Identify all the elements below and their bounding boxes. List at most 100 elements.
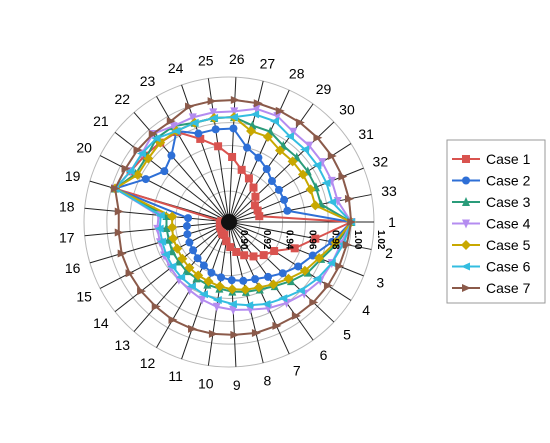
data-point — [151, 302, 161, 311]
spoke-line — [207, 221, 230, 366]
data-point — [174, 256, 183, 266]
data-point — [217, 217, 226, 226]
category-label: 23 — [140, 73, 156, 89]
legend-item: Case 6 — [452, 259, 531, 275]
category-label: 18 — [59, 199, 75, 215]
data-point — [295, 118, 305, 127]
legend-item: Case 3 — [452, 194, 531, 210]
category-label: 22 — [114, 91, 130, 107]
data-point — [148, 129, 158, 138]
data-point — [171, 127, 181, 136]
data-point — [208, 329, 218, 338]
legend-label: Case 5 — [486, 237, 531, 253]
data-point — [203, 276, 214, 287]
data-point — [283, 273, 294, 284]
spoke-line — [181, 221, 230, 360]
series-line — [113, 107, 353, 311]
data-point — [114, 207, 124, 216]
data-point — [229, 305, 238, 315]
data-point — [244, 174, 253, 183]
legend-label: Case 3 — [486, 194, 531, 210]
category-label: 25 — [198, 53, 214, 69]
series-line — [112, 127, 354, 282]
data-point — [166, 117, 176, 126]
data-point — [253, 206, 262, 215]
data-point — [251, 275, 260, 284]
data-point — [250, 110, 260, 119]
tick-label: 0.90 — [238, 230, 249, 250]
data-point — [268, 279, 279, 290]
data-point — [243, 143, 252, 152]
series-6 — [110, 110, 356, 310]
data-point — [312, 161, 322, 170]
data-point — [182, 222, 191, 231]
category-label: 12 — [140, 355, 156, 371]
category-label: 7 — [293, 362, 301, 378]
data-point — [230, 95, 240, 104]
data-point — [274, 185, 283, 194]
data-point — [270, 117, 280, 126]
data-point — [237, 165, 246, 174]
data-point — [312, 274, 322, 283]
data-point — [280, 195, 289, 204]
data-point — [125, 167, 135, 176]
data-point — [207, 268, 216, 277]
data-point — [462, 197, 470, 206]
data-point — [326, 259, 336, 268]
data-point — [305, 184, 316, 195]
data-point — [249, 252, 258, 261]
data-point — [183, 230, 192, 239]
data-point — [167, 151, 176, 160]
data-point — [184, 262, 195, 273]
data-point — [121, 164, 131, 173]
data-point — [133, 146, 143, 155]
tick-label: 1.00 — [352, 230, 363, 250]
category-label: 17 — [59, 229, 75, 245]
category-label: 9 — [233, 377, 241, 393]
legend-item: Case 7 — [452, 280, 531, 296]
data-point — [199, 261, 208, 270]
data-point — [211, 125, 220, 134]
category-label: 2 — [385, 245, 393, 261]
data-point — [335, 262, 345, 271]
data-point — [198, 295, 207, 305]
data-point — [189, 246, 198, 255]
data-point — [262, 164, 271, 173]
data-point — [177, 253, 188, 264]
legend-label: Case 6 — [486, 259, 531, 275]
data-point — [261, 300, 271, 309]
data-point — [305, 141, 314, 151]
data-point — [161, 250, 171, 259]
legend-label: Case 4 — [486, 216, 531, 232]
data-point — [164, 234, 173, 244]
data-point — [154, 224, 164, 233]
legend-label: Case 2 — [486, 173, 531, 189]
data-point — [207, 97, 217, 106]
category-label: 33 — [381, 183, 397, 199]
data-point — [212, 302, 221, 312]
category-label: 31 — [358, 126, 374, 142]
data-point — [275, 106, 285, 115]
data-point — [327, 198, 337, 207]
category-label: 6 — [320, 347, 328, 363]
series-line — [113, 113, 353, 307]
data-point — [282, 298, 291, 308]
data-point — [264, 272, 273, 281]
data-point — [253, 99, 263, 108]
legend-item: Case 5 — [452, 237, 531, 253]
data-point — [250, 201, 259, 210]
data-point — [222, 237, 231, 246]
data-point — [259, 251, 268, 260]
data-point — [299, 265, 310, 276]
category-label: 14 — [93, 315, 109, 331]
category-label: 3 — [376, 275, 384, 291]
data-point — [273, 112, 282, 122]
data-point — [338, 172, 348, 181]
data-point — [214, 281, 225, 292]
data-point — [125, 269, 135, 278]
data-point — [155, 211, 165, 220]
tick-label: 1.02 — [375, 230, 386, 250]
data-point — [232, 247, 241, 256]
data-point — [295, 286, 305, 295]
